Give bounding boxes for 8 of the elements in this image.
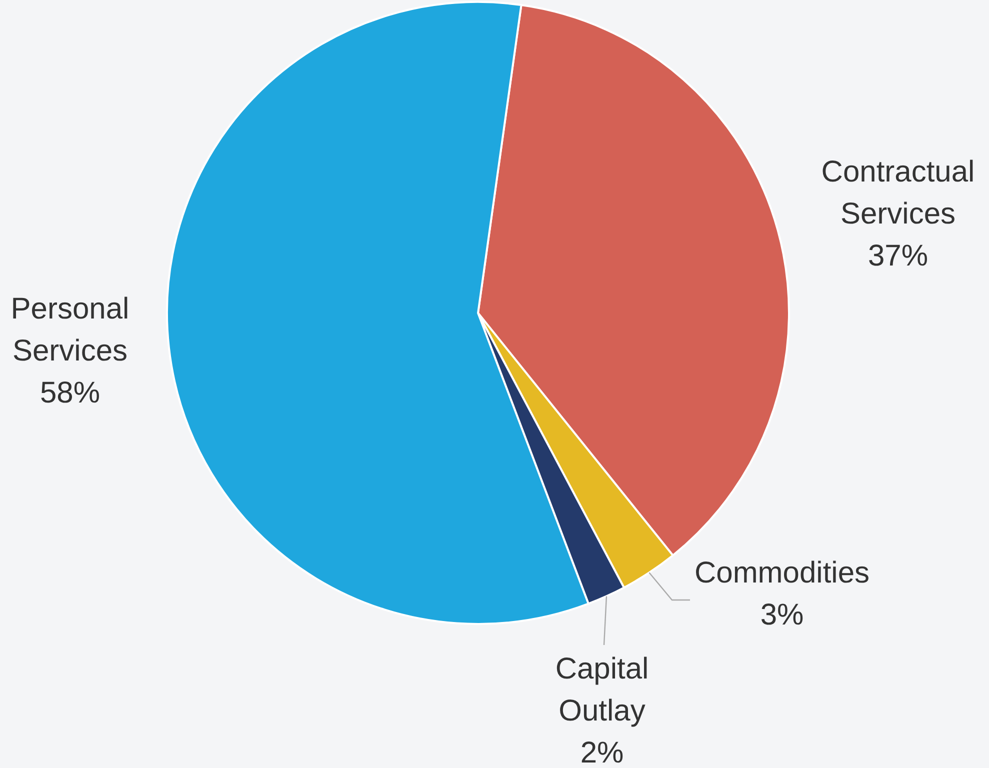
slice-label: Commodities [694, 556, 870, 590]
data-label: 2% [580, 736, 624, 768]
slice-label: Personal Services [10, 292, 130, 368]
data-label: 37% [868, 239, 928, 272]
data-label: 58% [40, 376, 100, 410]
data-label: 3% [760, 598, 804, 632]
slice-label: Contractual Services [821, 155, 975, 230]
slice-label: Capital Outlay [555, 652, 649, 728]
